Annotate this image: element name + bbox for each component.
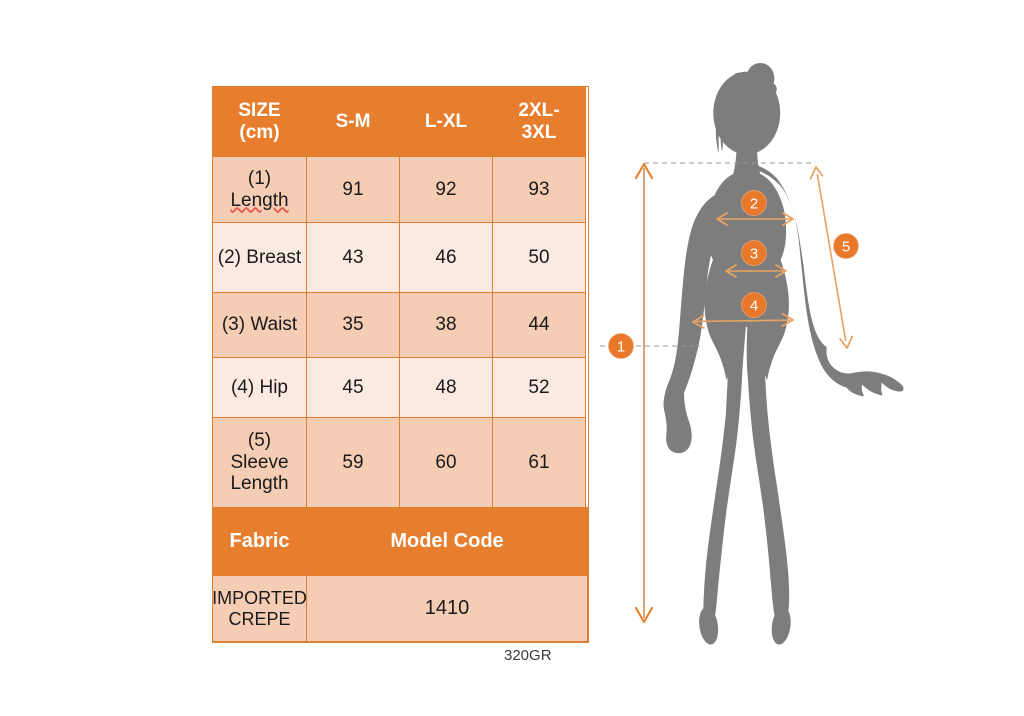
svg-text:3: 3 bbox=[750, 246, 758, 263]
svg-text:2: 2 bbox=[750, 196, 758, 213]
svg-text:4: 4 bbox=[750, 298, 758, 315]
svg-text:5: 5 bbox=[842, 239, 850, 256]
svg-text:1: 1 bbox=[617, 339, 625, 356]
